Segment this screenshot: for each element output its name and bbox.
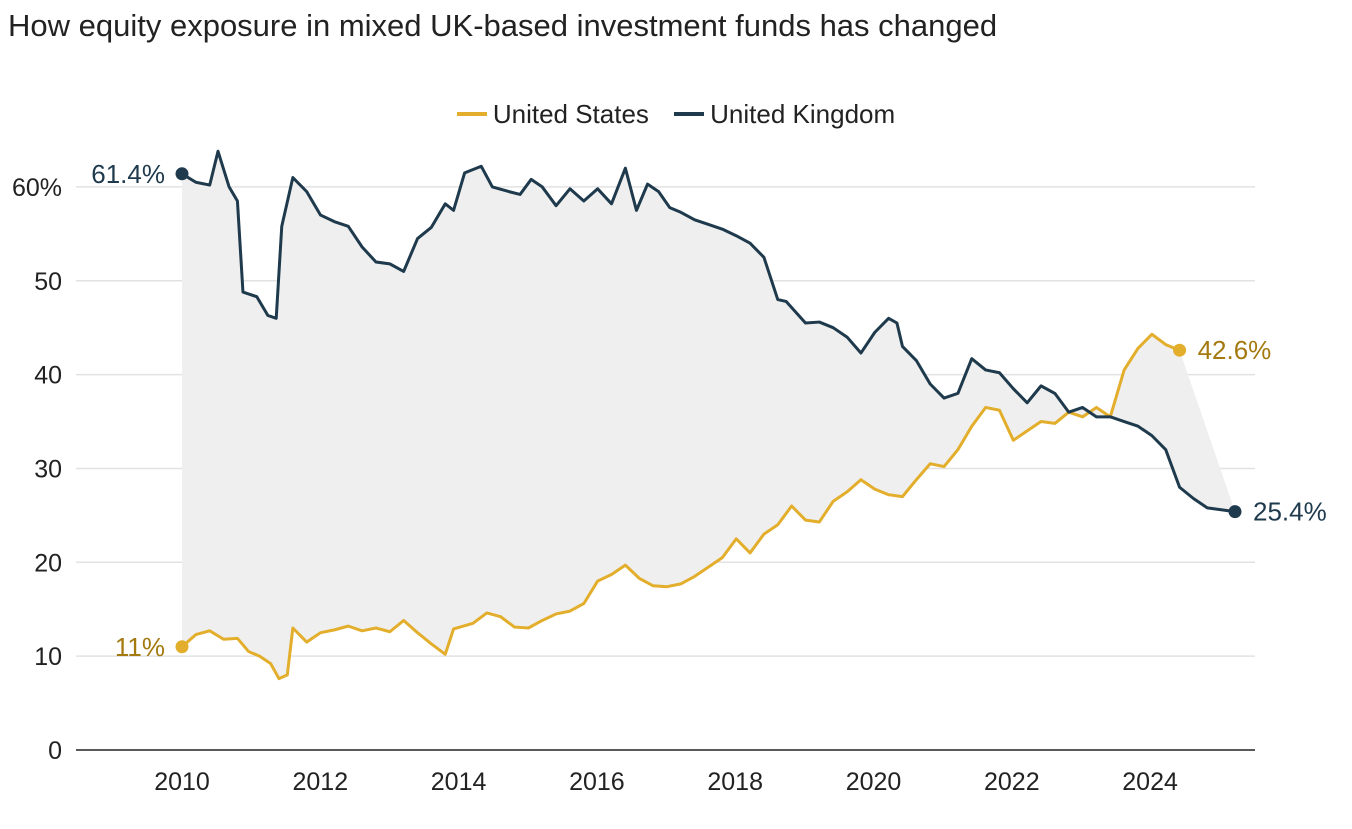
y-tick-label-60: 60% [12,174,62,202]
series-end-dot-united-kingdom [1228,505,1242,519]
series-start-label-united-kingdom: 61.4% [91,159,165,189]
legend-label-united-states: United States [492,98,649,129]
legend-swatch-united-kingdom [674,112,705,116]
series-start-dot-united-states [175,640,189,654]
series-start-dot-united-kingdom [175,167,189,181]
y-tick-label-50: 50 [34,268,62,296]
y-tick-label-30: 30 [34,455,62,483]
series-end-label-united-states: 42.6% [1198,335,1272,365]
legend-swatch-united-states [456,112,487,116]
series-line-united-states [180,332,1182,681]
x-tick-label-2022: 2022 [984,768,1040,796]
chart-legend: United States United Kingdom [0,92,1352,130]
series-end-dot-united-states [1173,343,1187,357]
x-tick-label-2010: 2010 [154,768,210,796]
x-tick-label-2024: 2024 [1122,768,1178,796]
y-tick-label-40: 40 [34,362,62,390]
series-line-united-kingdom [180,149,1237,514]
legend-item-united-kingdom: United Kingdom [674,99,895,130]
x-tick-label-2012: 2012 [292,768,348,796]
x-tick-label-2014: 2014 [431,768,487,796]
chart-title: How equity exposure in mixed UK-based in… [8,8,998,43]
series-end-label-united-kingdom: 25.4% [1253,497,1327,527]
x-tick-label-2016: 2016 [569,768,625,796]
shaded-gap-area [182,151,1235,679]
x-tick-label-2018: 2018 [707,768,763,796]
y-tick-label-20: 20 [34,549,62,577]
y-tick-label-0: 0 [48,737,62,765]
legend-item-united-states: United States [456,98,649,130]
series-start-label-united-states: 11% [115,632,165,662]
legend-label-united-kingdom: United Kingdom [710,98,896,129]
x-tick-label-2020: 2020 [846,768,902,796]
y-tick-label-10: 10 [34,643,62,671]
